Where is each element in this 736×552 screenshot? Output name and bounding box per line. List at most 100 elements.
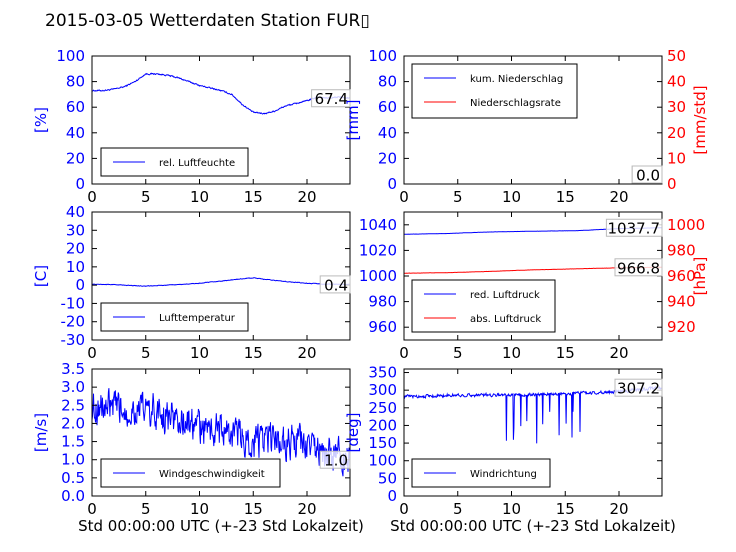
legend-label: Windrichtung: [470, 469, 537, 480]
last-value-label-2-box: [614, 258, 663, 277]
last-value-label-2-box: [631, 165, 663, 184]
y-axis-label: [mm]: [344, 100, 362, 141]
y2-tick-label: 30: [667, 98, 686, 116]
y-tick-label: 0: [387, 487, 397, 505]
y-tick-label: 3.0: [61, 378, 85, 396]
y2-tick-label: 50: [667, 47, 686, 65]
last-value-label-box: [319, 275, 351, 294]
x-tick-label: 20: [297, 188, 316, 206]
x-axis-label-right: Std 00:00:00 UTC (+-23 Std Lokalzeit): [390, 517, 676, 535]
y-tick-label: 350: [368, 364, 397, 382]
x-tick-label: 10: [502, 500, 521, 518]
legend-box: [411, 279, 556, 333]
y-tick-label: 0.5: [61, 469, 85, 487]
y2-tick-label: 20: [667, 124, 686, 142]
series-line: [92, 277, 350, 287]
y-tick-label: -10: [61, 294, 86, 312]
x-tick-label: 15: [556, 188, 575, 206]
y-tick-label: 60: [378, 98, 397, 116]
legend-label: Niederschlagsrate: [470, 98, 561, 109]
x-tick-label: 10: [502, 344, 521, 362]
last-value-label: 307.2: [617, 380, 660, 398]
y2-tick-label: 960: [667, 267, 696, 285]
legend-label: Windgeschwindigkeit: [159, 469, 265, 480]
x-tick-label: 15: [556, 344, 575, 362]
last-value-label-2: 0.0: [636, 167, 660, 185]
y-tick-label: 20: [66, 240, 85, 258]
y-tick-label: 0: [75, 175, 85, 193]
y-tick-label: 80: [66, 73, 85, 91]
legend-box: [411, 63, 578, 119]
x-tick-label: 5: [141, 188, 151, 206]
y-tick-label: 40: [66, 124, 85, 142]
x-tick-label: 20: [297, 500, 316, 518]
y-tick-label: 1.5: [61, 433, 85, 451]
x-tick-label: 15: [556, 500, 575, 518]
x-tick-label: 0: [87, 188, 97, 206]
last-value-label-box: [319, 450, 351, 469]
legend-label: Lufttemperatur: [159, 313, 236, 324]
last-value-label-2: 966.8: [617, 259, 660, 277]
legend-box: [411, 458, 551, 488]
x-tick-label: 0: [87, 344, 97, 362]
plot-frame: [91, 55, 351, 185]
x-tick-label: 20: [297, 344, 316, 362]
y-tick-label: 300: [368, 381, 397, 399]
y-tick-label: 250: [368, 399, 397, 417]
y2-tick-label: 10: [667, 149, 686, 167]
y-tick-label: 0: [387, 175, 397, 193]
plot-frame: [403, 368, 663, 497]
plot-frame: [91, 368, 351, 497]
y-tick-label: 30: [66, 221, 85, 239]
x-tick-label: 10: [190, 188, 209, 206]
y2-axis-label: [mm/std]: [691, 85, 709, 154]
y-tick-label: 40: [66, 203, 85, 221]
y-tick-label: 2.0: [61, 414, 85, 432]
x-tick-label: 15: [244, 188, 263, 206]
last-value-label: 0.4: [324, 276, 348, 294]
x-tick-label: 15: [244, 500, 263, 518]
x-tick-label: 0: [87, 500, 97, 518]
y-tick-label: 980: [368, 293, 397, 311]
x-tick-label: 10: [190, 344, 209, 362]
last-value-label-box: [311, 89, 351, 108]
x-tick-label: 5: [453, 344, 463, 362]
x-tick-label: 20: [609, 188, 628, 206]
x-tick-label: 5: [453, 188, 463, 206]
y2-tick-label: 920: [667, 318, 696, 336]
last-value-label: 1.0: [324, 452, 348, 470]
x-tick-label: 10: [190, 500, 209, 518]
y-tick-label: 2.5: [61, 396, 85, 414]
y-tick-label: 80: [378, 73, 397, 91]
y-tick-label: 1020: [359, 241, 397, 259]
y-tick-label: 20: [66, 149, 85, 167]
y-tick-label: 1040: [359, 216, 397, 234]
y-axis-label: [C]: [32, 265, 50, 287]
legend-label: rel. Luftfeuchte: [159, 158, 235, 169]
chart-panel-middle-right: 0 5 10 15 20 960 980 1000 1020 1040 920 940 960 980 10…: [359, 211, 709, 362]
y2-axis-label: [hPa]: [691, 257, 709, 296]
y2-tick-label: 0: [667, 175, 677, 193]
page-title: 2015-03-05 Wetterdaten Station FUR▯: [45, 11, 370, 31]
last-value-label-box: [614, 378, 663, 397]
y-tick-label: 0.0: [61, 487, 85, 505]
x-axis-label-left: Std 00:00:00 UTC (+-23 Std Lokalzeit): [78, 517, 364, 535]
legend-box: [100, 147, 249, 177]
y-tick-label: 100: [56, 47, 85, 65]
x-tick-label: 10: [502, 188, 521, 206]
last-value-label: 1037.7: [608, 220, 661, 238]
y-tick-label: -20: [61, 313, 86, 331]
y-axis-label: [%]: [32, 107, 50, 133]
x-tick-label: 5: [141, 500, 151, 518]
y-tick-label: 100: [368, 452, 397, 470]
x-tick-label: 20: [609, 344, 628, 362]
x-tick-label: 0: [399, 344, 409, 362]
y-tick-label: 20: [378, 149, 397, 167]
chart-panel-bottom-left: 0 5 10 15 200.00.51.01.52.02.53.03.5[m/s]1.0…: [32, 360, 351, 518]
y-tick-label: 50: [378, 469, 397, 487]
y-tick-label: 150: [368, 434, 397, 452]
y2-tick-label: 980: [667, 241, 696, 259]
